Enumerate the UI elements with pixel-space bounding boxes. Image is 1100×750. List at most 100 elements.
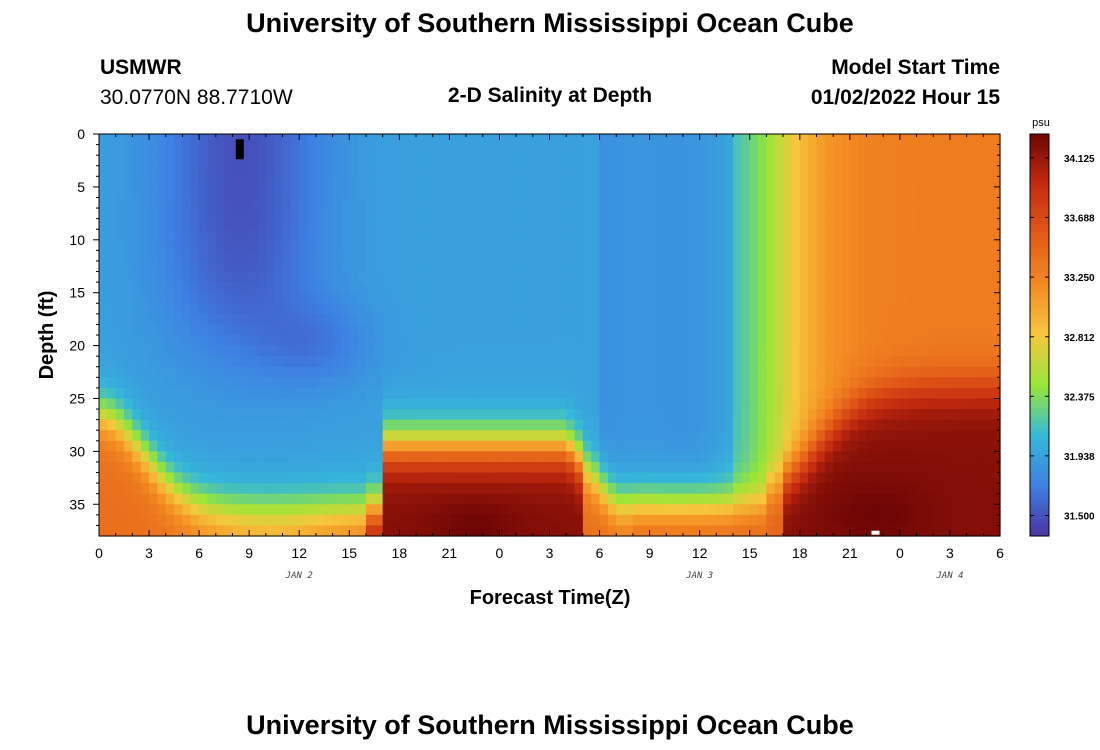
heatmap-cell (632, 504, 642, 516)
heatmap-cell (974, 377, 984, 389)
heatmap-cell (349, 303, 359, 315)
heatmap-cell (349, 366, 359, 378)
heatmap-cell (724, 493, 734, 505)
heatmap-cell (399, 409, 409, 421)
heatmap-cell (716, 504, 726, 516)
date-label: JAN 4 (935, 571, 963, 581)
heatmap-cell (365, 335, 375, 347)
heatmap-cell (766, 197, 776, 209)
heatmap-cell (466, 165, 476, 177)
heatmap-cell (365, 483, 375, 495)
heatmap-cell (249, 260, 259, 273)
heatmap-cell (165, 366, 175, 378)
heatmap-cell (482, 366, 492, 378)
heatmap-cell (507, 504, 517, 516)
heatmap-cell (741, 504, 751, 516)
heatmap-cell (240, 525, 250, 537)
heatmap-cell (399, 483, 409, 495)
heatmap-cell (758, 282, 767, 294)
heatmap-cell (132, 186, 142, 199)
heatmap-cell (307, 440, 317, 452)
heatmap-cell (833, 387, 843, 400)
heatmap-cell (240, 409, 250, 421)
heatmap-cell (841, 250, 851, 262)
heatmap-cell (632, 398, 642, 410)
heatmap-cell (365, 461, 375, 474)
heatmap-cell (482, 186, 492, 199)
heatmap-cell (716, 419, 726, 431)
heatmap-cell (457, 282, 467, 294)
heatmap-cell (974, 324, 984, 336)
heatmap-cell (574, 366, 584, 378)
heatmap-cell (99, 260, 108, 273)
heatmap-cell (841, 208, 851, 220)
heatmap-cell (516, 134, 526, 146)
heatmap-cell (432, 239, 442, 251)
heatmap-cell (457, 303, 467, 315)
heatmap-cell (991, 208, 1001, 220)
heatmap-cell (390, 176, 400, 188)
heatmap-cell (858, 335, 868, 347)
heatmap-cell (307, 514, 317, 527)
heatmap-cell (524, 260, 534, 273)
heatmap-cell (924, 483, 934, 495)
heatmap-cell (424, 419, 434, 431)
heatmap-cell (916, 313, 926, 326)
heatmap-cell (549, 514, 559, 527)
heatmap-cell (849, 292, 859, 304)
heatmap-cell (340, 134, 350, 146)
station-id: USMWR (100, 56, 182, 79)
heatmap-cell (599, 176, 609, 188)
heatmap-cell (365, 155, 375, 167)
heatmap-cell (758, 292, 767, 304)
heatmap-cell (299, 197, 309, 209)
heatmap-cell (449, 303, 459, 315)
heatmap-cell (507, 260, 517, 273)
heatmap-cell (566, 345, 576, 357)
heatmap-cell (557, 250, 567, 262)
heatmap-cell (682, 313, 692, 326)
heatmap-cell (841, 292, 851, 304)
heatmap-cell (257, 493, 267, 505)
heatmap-cell (516, 260, 526, 273)
heatmap-cell (466, 461, 476, 474)
heatmap-cell (708, 366, 717, 378)
heatmap-cell (466, 260, 476, 273)
heatmap-cell (983, 335, 993, 347)
heatmap-cell (766, 208, 776, 220)
heatmap-cell (941, 366, 951, 378)
heatmap-cell (340, 430, 350, 442)
heatmap-cell (174, 208, 184, 220)
heatmap-cell (299, 472, 309, 484)
heatmap-cell (724, 430, 734, 442)
heatmap-cell (299, 260, 309, 273)
heatmap-cell (340, 387, 350, 400)
heatmap-cell (582, 176, 592, 188)
heatmap-cell (816, 451, 826, 463)
heatmap-cell (524, 303, 534, 315)
heatmap-cell (390, 144, 400, 156)
heatmap-cell (307, 229, 317, 241)
heatmap-cell (641, 324, 651, 336)
heatmap-cell (866, 472, 876, 484)
heatmap-cell (207, 398, 217, 410)
heatmap-cell (641, 440, 651, 452)
heatmap-cell (983, 144, 993, 156)
heatmap-cell (249, 218, 259, 230)
heatmap-cell (933, 493, 943, 505)
heatmap-cell (132, 356, 142, 368)
heatmap-cell (949, 303, 959, 315)
heatmap-cell (240, 260, 250, 273)
heatmap-cell (674, 514, 684, 527)
heatmap-cell (949, 430, 959, 442)
x-tick-label: 12 (692, 545, 708, 561)
heatmap-cell (290, 134, 300, 146)
heatmap-cell (641, 144, 651, 156)
heatmap-cell (107, 176, 117, 188)
heatmap-cell (858, 144, 868, 156)
heatmap-cell (666, 197, 676, 209)
heatmap-cell (774, 525, 784, 537)
heatmap-cell (841, 186, 851, 199)
heatmap-cell (582, 430, 592, 442)
heatmap-cell (724, 504, 734, 516)
